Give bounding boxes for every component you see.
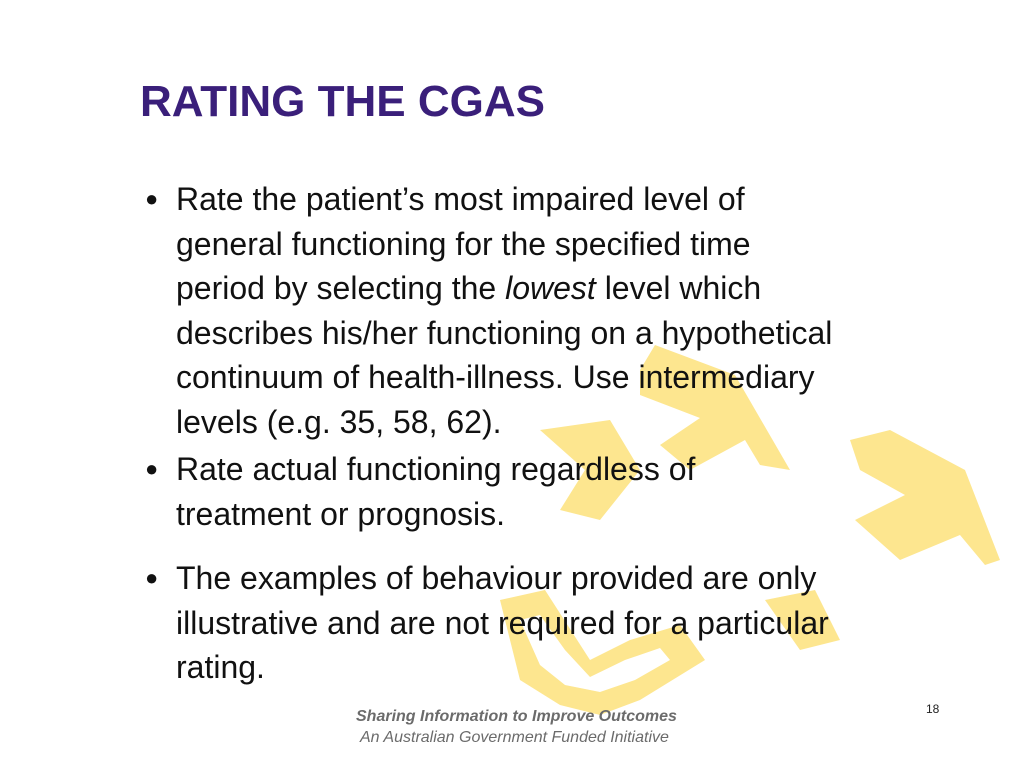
- chevron-bottom-icon: [500, 590, 705, 715]
- footer-tagline: Sharing Information to Improve Outcomes: [356, 708, 677, 725]
- arrow-upper-left-icon: [640, 345, 790, 470]
- page-number: 18: [926, 702, 940, 716]
- bullet-text: Rate actual functioning regardless of tr…: [176, 447, 975, 536]
- emphasis-lowest: lowest: [505, 270, 596, 306]
- bullet-item: ● The examples of behaviour provided are…: [145, 556, 975, 690]
- bullet-line: The examples of behaviour provided are o…: [176, 560, 817, 596]
- slide-title: RATING THE CGAS: [140, 77, 545, 126]
- bullet-item: ● Rate the patient’s most impaired level…: [145, 177, 975, 444]
- bullet-line: illustrative and are not required for a …: [176, 604, 829, 641]
- bullet-line: treatment or prognosis.: [176, 495, 506, 532]
- bullet-line: describes his/her functioning on a hypot…: [176, 314, 833, 351]
- footer-subtitle: An Australian Government Funded Initiati…: [360, 729, 669, 746]
- arrow-middle-icon: [540, 420, 640, 520]
- bullet-line: continuum of health-illness. Use interme…: [176, 359, 815, 395]
- footer: Sharing Information to Improve Outcomes …: [356, 706, 677, 748]
- bullet-line: general functioning for the specified ti…: [176, 225, 751, 262]
- bullet-line: Rate actual functioning regardless of: [176, 451, 696, 487]
- arrow-lower-accent-icon: [765, 590, 840, 650]
- arrow-right-icon: [850, 430, 1000, 565]
- bullet-dot-icon: ●: [145, 186, 159, 211]
- bullet-dot-icon: ●: [145, 456, 159, 481]
- bullet-line: Rate the patient’s most impaired level o…: [176, 181, 745, 217]
- bullet-text: Rate the patient’s most impaired level o…: [176, 177, 975, 444]
- bullet-line: levels (e.g. 35, 58, 62).: [176, 403, 502, 440]
- bullet-dot-icon: ●: [145, 565, 159, 590]
- bullet-item: ● Rate actual functioning regardless of …: [145, 447, 975, 536]
- bullet-line: rating.: [176, 649, 265, 685]
- bullet-text: The examples of behaviour provided are o…: [176, 556, 975, 690]
- bullet-line: period by selecting the lowest level whi…: [176, 270, 762, 306]
